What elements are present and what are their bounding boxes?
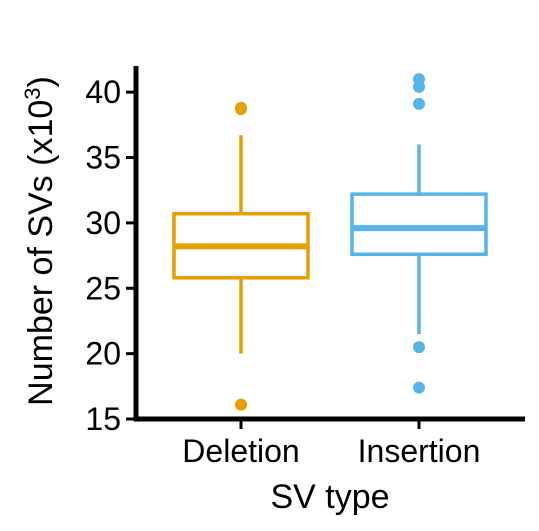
deletion-outlier-point	[235, 101, 247, 114]
x-tick-label: Deletion	[182, 433, 299, 469]
y-axis-title: Number of SVs (x103)	[20, 76, 60, 406]
y-axis-title-main: Number of SVs (x10	[22, 100, 60, 406]
axes	[133, 66, 525, 422]
y-axis-title-superscript: 3	[20, 87, 45, 99]
x-axis-title: SV type	[270, 478, 389, 516]
y-tick-label: 25	[85, 270, 121, 306]
y-tick-label: 40	[85, 74, 121, 110]
insertion-outlier-point	[413, 80, 425, 93]
insertion-outlier-point	[413, 341, 425, 354]
x-tick-label: Insertion	[358, 433, 481, 469]
insertion-box-group	[350, 73, 488, 394]
y-tick-label: 20	[85, 336, 121, 372]
y-tick-label: 30	[85, 205, 121, 241]
y-axis-title-suffix: )	[22, 76, 60, 87]
insertion-box	[350, 192, 488, 257]
insertion-outlier-point	[413, 97, 425, 110]
deletion-outlier-point	[235, 398, 247, 411]
y-tick-label: 15	[85, 401, 121, 437]
deletion-box-group	[172, 101, 310, 411]
tick-labels: 15 20 25 30 35 40 Deletion Insertion	[85, 74, 480, 469]
y-tick-label: 35	[85, 140, 121, 176]
plot-area	[172, 73, 488, 411]
insertion-outlier-point	[413, 381, 425, 394]
